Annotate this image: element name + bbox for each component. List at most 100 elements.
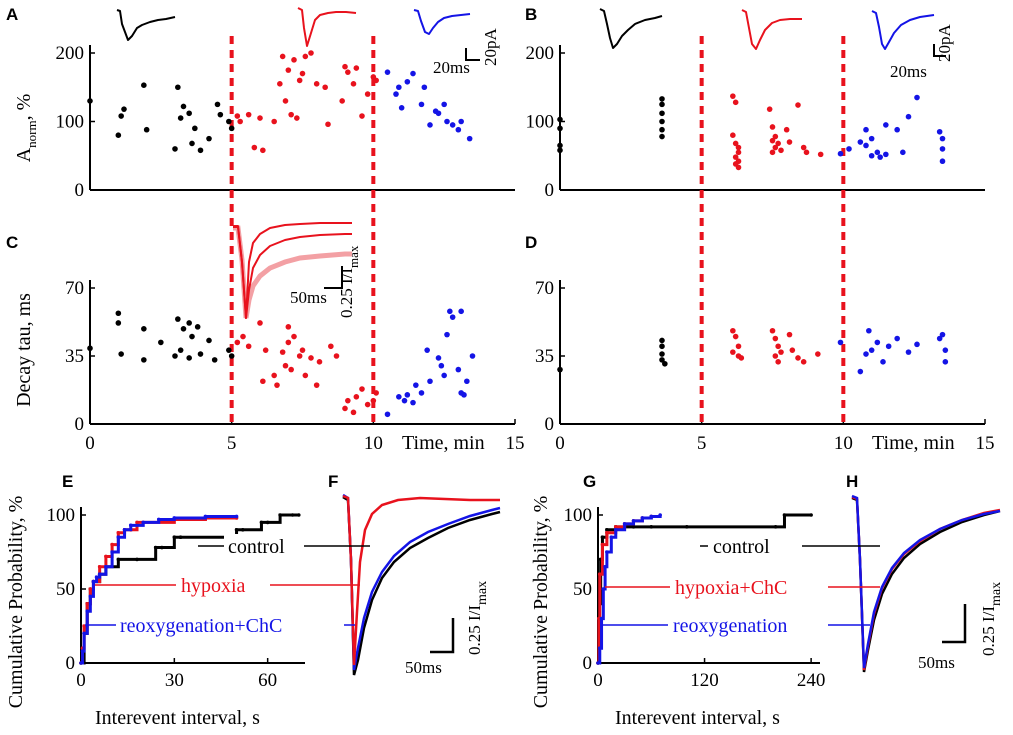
point-c-control: [115, 310, 122, 317]
point-b-control: [557, 125, 563, 132]
point-b-hypoxia: [735, 144, 742, 151]
cdf-point-g-control: [600, 535, 605, 539]
point-d-hypoxia: [730, 349, 736, 355]
point-a-hypoxia: [260, 147, 266, 154]
y-tick-label-a: 200: [56, 43, 85, 64]
point-c-reox: [396, 394, 402, 400]
y-tick-label-g: 50: [573, 579, 592, 600]
point-a-control: [175, 84, 181, 91]
scalebar-h-time: 50ms: [918, 653, 955, 672]
cdf-point-e-control: [116, 557, 121, 562]
point-b-hypoxia: [775, 140, 781, 147]
scalebar-b-time: 20ms: [890, 62, 927, 81]
point-b-reox: [900, 149, 906, 156]
point-a-hypoxia: [302, 53, 309, 60]
panel-h-traces: 50ms 0.25 I/Imax: [851, 494, 1004, 673]
point-c-hypoxia: [370, 397, 377, 404]
point-c-reox: [447, 308, 453, 315]
x-tick-label-c: 15: [506, 433, 525, 454]
amp-ylabel: Anorm, %: [13, 94, 39, 163]
point-c-hypoxia: [345, 397, 351, 404]
y-tick-label-c: 70: [65, 278, 84, 299]
point-b-reox: [914, 94, 920, 101]
point-b-hypoxia: [800, 144, 807, 151]
cdf-point-g-reoxygenation: [597, 646, 602, 650]
point-b-control: [659, 96, 665, 102]
cdf-point-e-control: [265, 520, 270, 525]
legend-e-control-bg: [224, 534, 304, 558]
cdf-point-e-hypoxia: [97, 565, 102, 569]
cdf-point-e-reoxygenation: [234, 514, 239, 519]
scalebar-a-time: 20ms: [433, 58, 470, 77]
y-tick-label-g: 100: [564, 505, 593, 526]
point-b-reox: [863, 142, 869, 149]
point-b-control: [557, 147, 563, 154]
point-c-hypoxia: [285, 324, 292, 330]
point-a-hypoxia: [282, 98, 289, 104]
point-d-hypoxia: [772, 335, 779, 342]
point-b-reox: [939, 146, 946, 152]
point-d-reox: [885, 343, 892, 350]
cdf-point-e-reoxygenation: [104, 565, 108, 569]
point-c-hypoxia: [302, 372, 309, 379]
inset-traces-b: 20ms 20pA: [599, 8, 954, 81]
point-c-control: [197, 351, 204, 357]
cdf-point-g-reoxygenation: [640, 516, 645, 520]
x-tick-label-d: 10: [834, 433, 853, 454]
cdf-point-g-control: [605, 528, 609, 532]
time-xlabel-d: Time, min: [872, 432, 955, 454]
cdf-ylabel-e: Cumulative Probability, %: [5, 496, 27, 709]
point-b-reox: [857, 139, 864, 145]
point-d-control: [659, 351, 665, 357]
point-a-control: [115, 132, 122, 138]
point-b-control: [557, 142, 563, 149]
cdf-point-e-reoxygenation: [85, 609, 90, 613]
point-a-reox: [393, 91, 399, 97]
panel-label-h: H: [846, 472, 858, 491]
scalebar-c: [324, 266, 343, 289]
point-a-control: [206, 135, 212, 142]
point-a-hypoxia: [279, 53, 286, 60]
point-b-hypoxia: [778, 147, 784, 154]
cdf-point-e-reoxygenation: [203, 514, 208, 519]
point-b-reox: [837, 150, 844, 157]
point-a-hypoxia: [353, 65, 360, 71]
cdf-point-e-reoxygenation: [82, 631, 86, 636]
y-tick-label-c: 0: [75, 414, 85, 435]
cdf-point-g-control: [773, 525, 778, 529]
point-c-hypoxia: [359, 386, 365, 392]
point-c-control: [186, 355, 192, 361]
point-d-hypoxia: [800, 359, 807, 365]
point-b-reox: [846, 146, 852, 152]
scalebar-h-amp: 0.25 I/Imax: [979, 582, 1004, 656]
cdf-xlabel-g: Interevent interval, s: [615, 707, 780, 729]
point-d-hypoxia: [735, 343, 742, 350]
point-d-hypoxia: [769, 327, 776, 334]
cdf-point-e-hypoxia: [88, 587, 93, 591]
point-b-hypoxia: [732, 140, 739, 147]
point-b-hypoxia: [769, 124, 776, 130]
point-c-control: [87, 345, 93, 352]
x-tick-label-c: 5: [227, 433, 237, 454]
point-a-control: [118, 113, 124, 119]
cdf-point-e-reoxygenation: [128, 523, 133, 528]
point-a-control: [87, 98, 93, 104]
point-c-hypoxia: [285, 339, 292, 346]
trace-a-hypoxia: [297, 7, 357, 47]
tau-ylabel: Decay tau, ms: [13, 293, 35, 407]
point-b-reox: [868, 135, 875, 142]
point-a-control: [180, 103, 187, 110]
point-c-hypoxia: [296, 353, 303, 359]
point-c-hypoxia: [271, 372, 277, 379]
point-a-reox: [458, 118, 464, 125]
cdf-point-e-reoxygenation: [122, 528, 127, 532]
x-tick-label-c: 0: [85, 433, 95, 454]
point-c-hypoxia: [245, 343, 252, 350]
point-a-control: [141, 82, 147, 88]
legend-e-reox: reoxygenation+ChC: [120, 615, 282, 637]
point-b-hypoxia: [817, 151, 824, 158]
point-a-hypoxia: [299, 70, 306, 77]
legend-g-control-bg: [708, 534, 802, 558]
point-a-hypoxia: [339, 98, 345, 104]
scalebar-c-time: 50ms: [290, 288, 327, 307]
